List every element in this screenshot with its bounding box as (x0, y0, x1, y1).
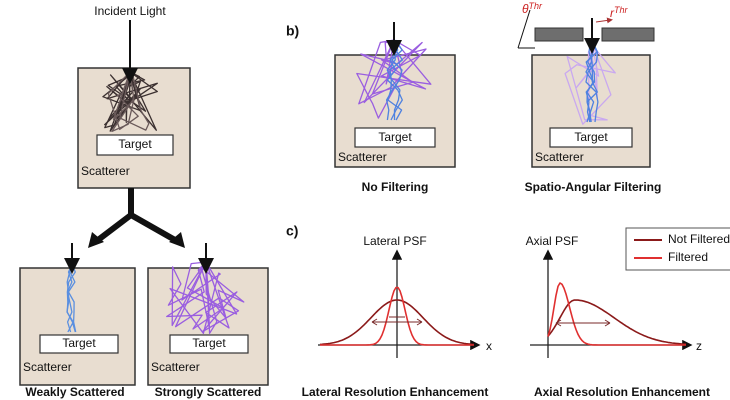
target-label: Target (118, 137, 152, 151)
legend-label: Not Filtered (668, 232, 730, 246)
radius-subscript: Thr (614, 5, 629, 15)
axis-label: x (486, 339, 492, 353)
path (548, 283, 686, 345)
split-arrow (98, 188, 175, 240)
caption: Lateral Resolution Enhancement (302, 385, 489, 399)
scatterer-label: Scatterer (81, 164, 130, 178)
incident-label: Incident Light (94, 4, 166, 18)
aperture (535, 28, 583, 41)
plot-title: Lateral PSF (363, 234, 426, 248)
angle-label: θThr (522, 1, 543, 16)
panel-label: b) (286, 23, 299, 39)
caption: Strongly Scattered (155, 385, 262, 399)
caption: Spatio-Angular Filtering (525, 180, 662, 194)
target-label: Target (62, 336, 96, 350)
path (556, 320, 610, 326)
caption: No Filtering (362, 180, 429, 194)
radius-label: rThr (610, 5, 629, 20)
target-label: Target (574, 130, 608, 144)
figure: Incident Light Target Scatterer Target S… (0, 0, 730, 400)
caption: Axial Resolution Enhancement (534, 385, 710, 399)
scatterer-label: Scatterer (23, 360, 72, 374)
aperture (602, 28, 654, 41)
target-label: Target (378, 130, 412, 144)
caption: Weakly Scattered (25, 385, 124, 399)
scatterer-label: Scatterer (338, 150, 387, 164)
target-label: Target (192, 336, 226, 350)
plot-title: Axial PSF (526, 234, 579, 248)
radius-arrow (596, 20, 610, 22)
psf-curves (548, 283, 686, 345)
legend-label: Filtered (668, 250, 708, 264)
scatterer-label: Scatterer (151, 360, 200, 374)
angle-subscript: Thr (529, 1, 544, 11)
axis-label: z (696, 339, 702, 353)
scatterer-label: Scatterer (535, 150, 584, 164)
panel-label: c) (286, 223, 298, 239)
